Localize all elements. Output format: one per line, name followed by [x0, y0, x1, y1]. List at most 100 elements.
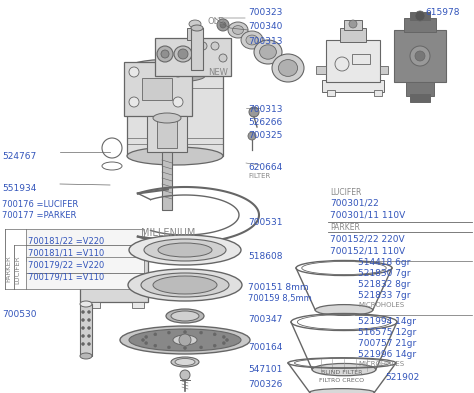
Circle shape [199, 42, 207, 50]
Text: 521902: 521902 [385, 373, 419, 382]
Text: 700164: 700164 [248, 343, 283, 352]
Circle shape [183, 347, 186, 349]
Circle shape [173, 67, 183, 77]
Text: 700325: 700325 [248, 131, 283, 140]
Text: 516575 12gr: 516575 12gr [358, 328, 416, 337]
Text: 700152/11 110V: 700152/11 110V [330, 246, 405, 255]
Bar [394, 30, 446, 82]
Circle shape [82, 318, 84, 321]
Circle shape [410, 46, 430, 66]
Text: 700176 =LUCIFER: 700176 =LUCIFER [2, 200, 78, 209]
Text: 526266: 526266 [248, 118, 282, 127]
Text: 700152/22 220V: 700152/22 220V [330, 234, 405, 243]
Circle shape [213, 333, 216, 336]
Text: MICROHOLES: MICROHOLES [358, 302, 404, 308]
Circle shape [167, 331, 171, 334]
Circle shape [88, 343, 91, 345]
Text: FILTRO CRECO: FILTRO CRECO [319, 378, 365, 384]
Circle shape [154, 333, 157, 336]
Ellipse shape [254, 40, 282, 64]
Circle shape [145, 342, 148, 345]
Bar [124, 62, 192, 116]
Circle shape [88, 334, 91, 338]
Bar [127, 68, 223, 156]
Circle shape [222, 336, 225, 338]
Bar [26, 245, 144, 261]
Ellipse shape [128, 269, 242, 301]
Circle shape [173, 97, 183, 107]
Ellipse shape [171, 357, 199, 367]
Ellipse shape [129, 271, 137, 279]
Ellipse shape [191, 25, 203, 31]
Ellipse shape [80, 353, 92, 359]
Circle shape [226, 338, 228, 342]
Bar [124, 268, 142, 282]
Circle shape [142, 338, 145, 342]
Bar [80, 240, 148, 302]
Circle shape [415, 51, 425, 61]
Bar [410, 94, 430, 102]
Circle shape [213, 344, 216, 347]
Text: PARKER: PARKER [330, 223, 360, 232]
Ellipse shape [241, 31, 263, 49]
Ellipse shape [153, 113, 181, 123]
Circle shape [145, 336, 148, 338]
Ellipse shape [141, 273, 229, 297]
Circle shape [200, 346, 202, 349]
Ellipse shape [157, 46, 173, 62]
Ellipse shape [315, 305, 373, 316]
Ellipse shape [80, 301, 92, 307]
Ellipse shape [310, 389, 374, 393]
Circle shape [415, 11, 425, 21]
Ellipse shape [189, 20, 201, 28]
Ellipse shape [178, 49, 188, 59]
Text: 700530: 700530 [2, 310, 36, 319]
Circle shape [167, 346, 171, 349]
Text: 700313: 700313 [248, 105, 283, 114]
Ellipse shape [233, 26, 244, 35]
Circle shape [211, 42, 219, 50]
Text: 700181/11 =V110: 700181/11 =V110 [28, 248, 104, 257]
Text: 620664: 620664 [248, 163, 282, 172]
Text: 700347: 700347 [248, 315, 283, 324]
Text: 700177 =PARKER: 700177 =PARKER [2, 211, 76, 220]
Bar [410, 12, 430, 20]
Ellipse shape [129, 329, 241, 351]
Text: 700326: 700326 [248, 380, 283, 389]
Circle shape [220, 22, 226, 28]
Text: 547101: 547101 [248, 365, 283, 374]
Circle shape [88, 318, 91, 321]
Ellipse shape [153, 276, 217, 294]
Ellipse shape [171, 311, 199, 321]
Ellipse shape [272, 54, 304, 82]
Ellipse shape [158, 243, 212, 257]
Circle shape [249, 107, 259, 117]
Circle shape [349, 20, 357, 28]
Circle shape [88, 327, 91, 329]
Ellipse shape [166, 309, 204, 323]
Text: 700159 8,5mm: 700159 8,5mm [248, 294, 312, 303]
Text: 700301/22: 700301/22 [330, 199, 379, 208]
Text: 521996 14gr: 521996 14gr [358, 350, 416, 359]
Circle shape [183, 331, 186, 334]
Text: 700151 8mm: 700151 8mm [248, 283, 309, 292]
Bar [147, 116, 187, 152]
Text: FILTER: FILTER [248, 173, 270, 179]
Ellipse shape [161, 50, 169, 58]
Text: LUCIFER: LUCIFER [14, 255, 20, 283]
Bar [327, 90, 335, 96]
Text: 700757 21gr: 700757 21gr [358, 339, 416, 348]
Circle shape [86, 244, 118, 276]
Ellipse shape [278, 60, 298, 76]
Circle shape [222, 342, 225, 345]
Ellipse shape [228, 22, 248, 38]
Bar [380, 66, 388, 74]
Text: 700313: 700313 [248, 37, 283, 46]
Bar [157, 120, 177, 148]
Ellipse shape [246, 35, 258, 45]
Ellipse shape [312, 364, 376, 376]
Text: LUCIFER: LUCIFER [330, 188, 361, 197]
Ellipse shape [144, 239, 226, 261]
Bar [352, 54, 370, 64]
Text: 521832 8gr: 521832 8gr [358, 280, 410, 289]
